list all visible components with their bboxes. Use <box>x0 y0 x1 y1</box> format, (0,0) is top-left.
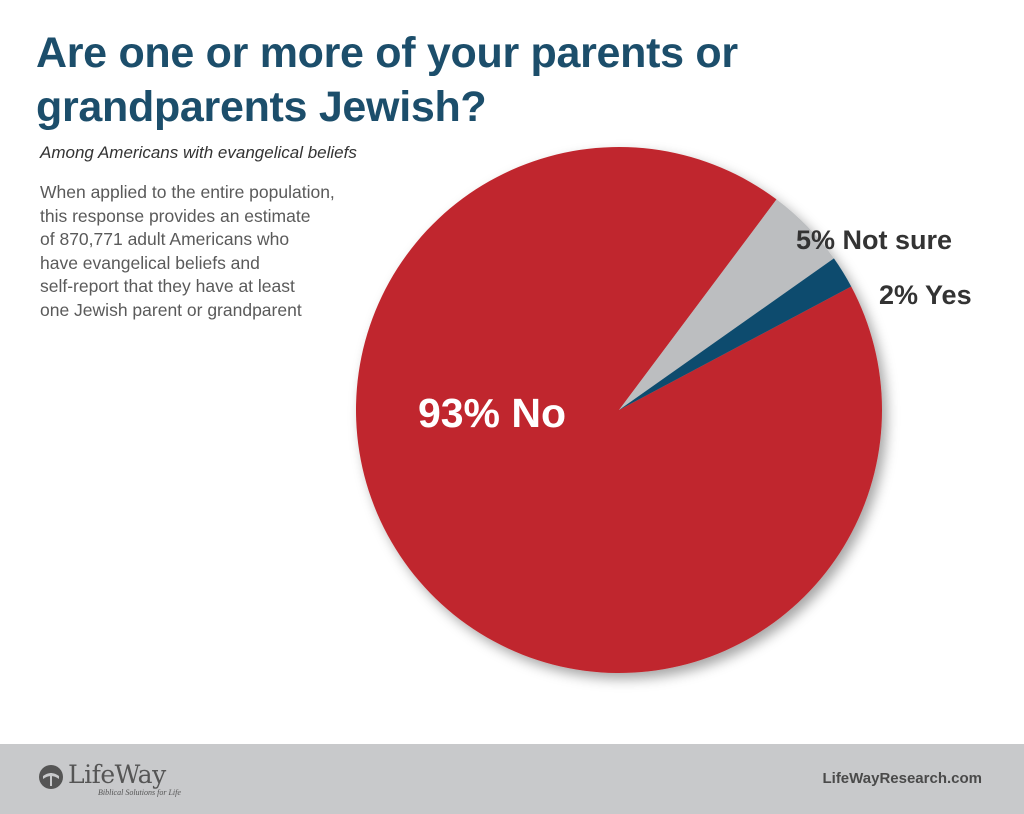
pie-slice-yes <box>619 258 852 410</box>
pie-slice-not-sure <box>619 199 834 410</box>
pie-chart: 93% No 5% Not sure 2% Yes <box>355 146 972 673</box>
footer-bar: LifeWay Biblical Solutions for Life Life… <box>0 744 1024 814</box>
logo-wordmark: LifeWay <box>68 760 166 789</box>
slice-label-no: 93% No <box>418 390 566 436</box>
slice-label-yes: 2% Yes <box>879 280 972 310</box>
website-link[interactable]: LifeWayResearch.com <box>822 770 982 787</box>
lifeway-emblem-icon <box>39 765 63 789</box>
chart-title: Are one or more of your parents or grand… <box>36 29 738 131</box>
chart-subtitle: Among Americans with evangelical beliefs <box>40 143 357 162</box>
logo-tagline: Biblical Solutions for Life <box>98 788 181 797</box>
population-note: When applied to the entire population, t… <box>40 182 335 320</box>
pie-slice-no <box>355 146 882 673</box>
slice-label-not-sure: 5% Not sure <box>796 225 952 255</box>
